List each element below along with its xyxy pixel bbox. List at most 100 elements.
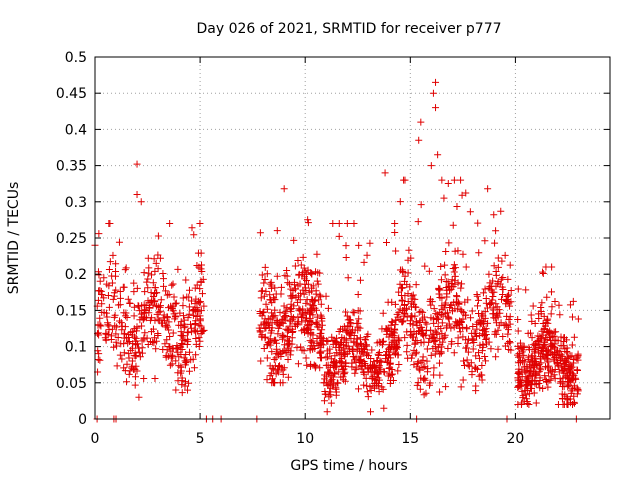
data-point xyxy=(304,216,312,224)
data-point xyxy=(447,285,455,293)
data-point xyxy=(151,334,159,342)
data-point xyxy=(460,357,468,365)
data-point xyxy=(174,265,182,273)
data-point xyxy=(144,284,152,292)
data-point xyxy=(191,328,199,336)
data-point xyxy=(352,364,360,372)
data-point xyxy=(521,358,529,366)
data-point xyxy=(116,301,124,309)
data-point xyxy=(538,334,546,342)
data-point xyxy=(417,307,425,315)
y-tick-label: 0.2 xyxy=(65,267,87,283)
data-point xyxy=(408,333,416,341)
data-point xyxy=(463,356,471,364)
data-point xyxy=(297,343,305,351)
data-point xyxy=(98,308,106,316)
data-point xyxy=(567,387,575,395)
data-point xyxy=(171,315,179,323)
data-point xyxy=(444,179,452,187)
data-point xyxy=(408,351,416,359)
data-point xyxy=(296,280,304,288)
data-point xyxy=(374,350,382,358)
data-point xyxy=(357,352,365,360)
data-point xyxy=(518,348,526,356)
data-point xyxy=(283,304,291,312)
data-point xyxy=(367,387,375,395)
data-point xyxy=(357,340,365,348)
data-point xyxy=(346,316,354,324)
data-point xyxy=(398,297,406,305)
data-point xyxy=(399,318,407,326)
data-point xyxy=(336,343,344,351)
data-point xyxy=(281,309,289,317)
data-point xyxy=(109,251,117,259)
data-point xyxy=(120,330,128,338)
data-point xyxy=(538,299,546,307)
data-point xyxy=(481,314,489,322)
data-point xyxy=(166,361,174,369)
data-point xyxy=(151,375,159,383)
data-point xyxy=(505,345,513,353)
data-point xyxy=(519,394,527,402)
data-point xyxy=(518,399,526,407)
data-point xyxy=(363,382,371,390)
data-point xyxy=(423,345,431,353)
data-point xyxy=(342,253,350,261)
data-point xyxy=(384,357,392,365)
data-point xyxy=(459,333,467,341)
data-point xyxy=(320,397,328,405)
data-point xyxy=(310,361,318,369)
data-point xyxy=(191,300,199,308)
data-point xyxy=(105,265,113,273)
data-point xyxy=(539,331,547,339)
data-point xyxy=(497,275,505,283)
data-point xyxy=(141,329,149,337)
data-point xyxy=(391,300,399,308)
data-point xyxy=(339,373,347,381)
data-point xyxy=(269,378,277,386)
data-point xyxy=(110,313,118,321)
data-point xyxy=(570,333,578,341)
data-point xyxy=(459,376,467,384)
data-point xyxy=(343,220,351,228)
data-point xyxy=(485,284,493,292)
data-point xyxy=(454,334,462,342)
data-point xyxy=(316,338,324,346)
data-point xyxy=(103,280,111,288)
data-point xyxy=(192,351,200,359)
data-point xyxy=(102,336,110,344)
data-point xyxy=(294,313,302,321)
data-point xyxy=(192,340,200,348)
data-point xyxy=(407,254,415,262)
data-point xyxy=(413,337,421,345)
data-point xyxy=(518,373,526,381)
data-point xyxy=(96,356,104,364)
data-point xyxy=(156,303,164,311)
data-point xyxy=(378,383,386,391)
data-point xyxy=(197,322,205,330)
data-point xyxy=(539,385,547,393)
data-point xyxy=(498,295,506,303)
data-point xyxy=(514,359,522,367)
data-point xyxy=(308,301,316,309)
data-point xyxy=(133,340,141,348)
data-point xyxy=(432,78,440,86)
data-point xyxy=(384,372,392,380)
data-point xyxy=(423,357,431,365)
data-point xyxy=(422,389,430,397)
data-point xyxy=(518,366,526,374)
data-point xyxy=(482,357,490,365)
data-point xyxy=(116,288,124,296)
data-point xyxy=(393,343,401,351)
data-point xyxy=(383,325,391,333)
data-point xyxy=(357,363,365,371)
data-point xyxy=(105,322,113,330)
data-point xyxy=(108,279,116,287)
data-point xyxy=(268,324,276,332)
data-point xyxy=(405,246,413,254)
data-point xyxy=(453,305,461,313)
data-point xyxy=(330,359,338,367)
data-point xyxy=(261,263,269,271)
data-point xyxy=(342,308,350,316)
data-point xyxy=(261,276,269,284)
